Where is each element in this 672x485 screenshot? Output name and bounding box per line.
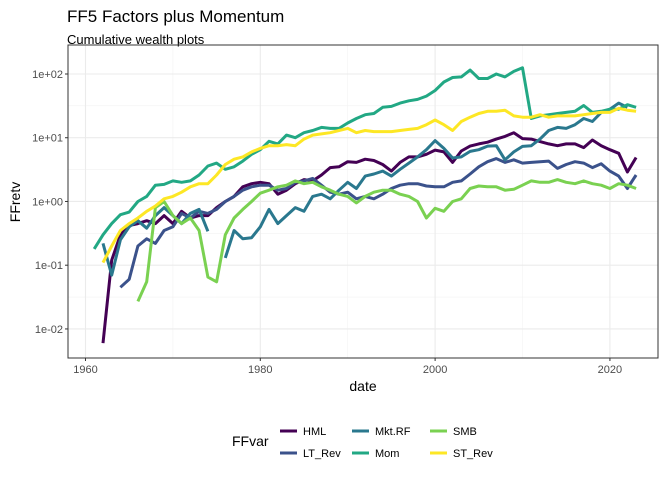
series-line-lt-rev: [119, 157, 638, 289]
y-tick-label: 1e+02: [32, 69, 63, 81]
y-axis-title: FFretv: [7, 182, 23, 222]
x-tick-label: 1960: [73, 364, 97, 376]
legend-label: Mom: [375, 448, 399, 460]
legend-label: SMB: [453, 426, 477, 438]
y-axis: 1e-02 1e-01 1e+00 1e+01 1e+02: [32, 69, 68, 336]
y-tick-label: 1e-02: [35, 324, 63, 336]
legend-label: Mkt.RF: [375, 426, 411, 438]
chart-subtitle: Cumulative wealth plots: [67, 32, 205, 47]
legend-label: HML: [303, 426, 326, 438]
x-tick-label: 2020: [598, 364, 622, 376]
legend-label: LT_Rev: [303, 448, 341, 460]
legend: FFvar HML LT_Rev Mkt.RF Mom SMB ST_Rev: [232, 426, 493, 460]
y-tick-label: 1e-01: [35, 260, 63, 272]
series-line-hml: [101, 131, 638, 344]
series-line-smb: [136, 178, 637, 303]
series-lines: [92, 66, 638, 344]
legend-label: ST_Rev: [453, 448, 493, 460]
x-axis-title: date: [349, 378, 376, 394]
x-tick-label: 2000: [423, 364, 447, 376]
series-line-mkt-rf: [101, 101, 629, 277]
legend-title: FFvar: [232, 433, 269, 449]
series-line-st-rev: [101, 106, 637, 264]
chart-title: FF5 Factors plus Momentum: [67, 7, 284, 26]
x-tick-label: 1980: [248, 364, 272, 376]
y-tick-label: 1e+00: [32, 196, 63, 208]
y-tick-label: 1e+01: [32, 133, 63, 145]
x-axis: 1960 1980 2000 2020: [73, 358, 622, 376]
grid: [68, 45, 658, 358]
